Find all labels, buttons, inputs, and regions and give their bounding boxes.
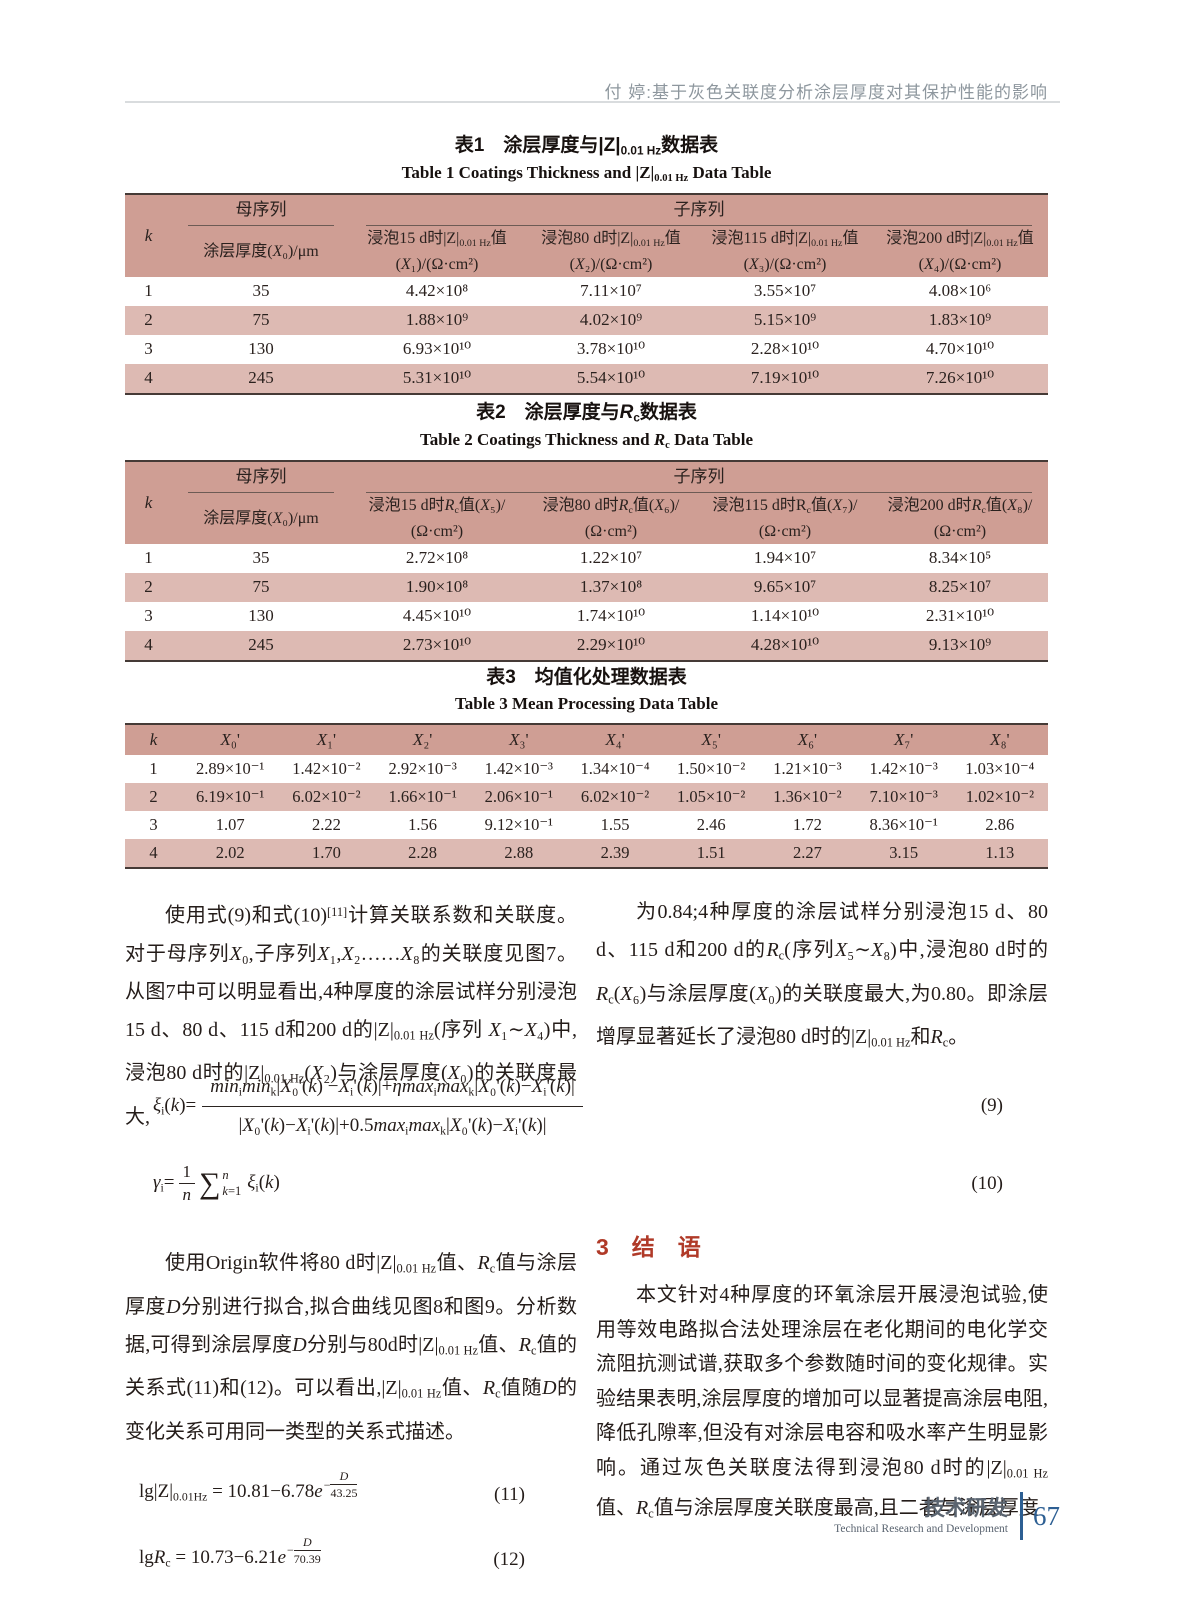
table2-header-row: 涂层厚度(X₀)/μm 浸泡15 d时Rc值(X₅)/(Ω·cm²) 浸泡80 … [125,493,1048,544]
running-header: 付 婷:基于灰色关联度分析涂层厚度对其保护性能的影响 [604,83,1048,102]
table1-mother-col: 涂层厚度(X₀)/μm [172,226,350,277]
table2-group-row: k 母序列 子序列 [125,460,1048,544]
table-row: 2 75 1.88×10⁹ 4.02×10⁹ 5.15×10⁹ 1.83×10⁹ [125,305,1048,335]
eq9-fraction: minimink|X₀'(k) −Xi'(k)|+ηmaximaxk|X₀'(k… [202,1072,583,1141]
text-columns-1: 使用式(9)和式(10)[11]计算关联系数和关联度。对于母序列X₀,子序列X₁… [125,893,1048,1136]
table2-k-header: k [125,460,172,544]
table1-block: 表1 涂层厚度与|Z|0.01 Hz数据表 Table 1 Coatings T… [125,130,1048,395]
left-column-p1: 使用式(9)和式(10)[11]计算关联系数和关联度。对于母序列X₀,子序列X₁… [125,893,577,1136]
footer-divider-bar [1020,1492,1023,1540]
eq9-lhs: ξi(k)= [153,1094,197,1118]
table2: k 母序列 子序列 涂层厚度(X₀)/μm 浸泡15 d时Rc值(X₅)/(Ω·… [125,459,1048,662]
conclusion-paragraph: 本文针对4种厚度的环氧涂层开展浸泡试验,使用等效电路拟合法处理涂层在老化期间的电… [596,1284,1048,1521]
equation-12: lgRc = 10.73−6.21e − D 70.39 (12) [125,1536,577,1583]
table2-mother-spanner: 母序列 [172,460,350,494]
table1-title-en: Table 1 Coatings Thickness and |Z|0.01 H… [401,162,772,184]
equation-area: ξi(k)= minimink|X₀'(k) −Xi'(k)|+ηmaximax… [125,1072,1048,1205]
eq12-exponent: − D 70.39 [287,1534,321,1566]
table2-block: 表2 涂层厚度与Rc数据表 Table 2 Coatings Thickness… [125,397,1048,662]
table2-col3: 浸泡115 d时Rc值(X₇)/(Ω·cm²) [698,493,872,544]
table1-col1: 浸泡15 d时|Z|0.01 Hz值 (X₁)/(Ω·cm²) [350,226,524,277]
text-columns-2: 使用Origin软件将80 d时|Z|0.01 Hz值、Rc值与涂层厚度D分别进… [125,1228,1048,1582]
paragraph: 为0.84;4种厚度的涂层试样分别浸泡15 d、80 d、115 d和200 d… [596,901,1048,1051]
table-row: 2 6.19×10⁻¹ 6.02×10⁻² 1.66×10⁻¹ 2.06×10⁻¹ 6.0… [125,783,1048,811]
eq10-number: (10) [971,1172,1003,1194]
table-row: 3 130 6.93×10¹⁰ 3.78×10¹⁰ 2.28×10¹⁰ 4.70×10¹⁰ [144,339,995,359]
footer-section-label: 技术研发 Technical Research and Development [834,1496,1008,1535]
eq10-rhs: ξi(k) [247,1171,280,1195]
equation-9: ξi(k)= minimink|X₀'(k) −Xi'(k)|+ηmaximax… [125,1072,1048,1141]
table-row: 3 1.07 2.22 1.56 9.12×10⁻¹ 1.55 2.46 1.72 8.36×1… [149,815,1015,834]
table3-title-en: Table 3 Mean Processing Data Table [454,694,719,713]
table-row: 3 130 4.45×10¹⁰ 1.74×10¹⁰ 1.14×10¹⁰ 2.31×10¹⁰ [144,606,995,626]
table1-title-zh: 表1 涂层厚度与|Z|0.01 Hz数据表 [454,135,719,158]
table2-col4: 浸泡200 d时Rc值(X₈)/(Ω·cm²) [872,493,1048,544]
section3-heading: 3 结 语 [596,1234,701,1260]
table1-mother-spanner: 母序列 [172,193,350,227]
table-row: 1 2.89×10⁻¹ 1.42×10⁻² 2.92×10⁻³ 1.42×10⁻³ 1.3… [149,759,1035,778]
table1-col2: 浸泡80 d时|Z|0.01 Hz值 (X₂)/(Ω·cm²) [524,226,698,277]
equation-10: γi= 1 n ∑ n k=1 ξi(k) (10) [125,1162,1048,1205]
header-divider [125,101,1060,103]
table3-title-zh: 表3 均值化处理数据表 [486,667,687,688]
table-row: 4 245 2.73×10¹⁰ 2.29×10¹⁰ 4.28×10¹⁰ 9.13×10⁹ [125,630,1048,661]
eq12-number: (12) [493,1549,525,1571]
table2-child-spanner: 子序列 [350,460,1048,494]
paragraph: 使用式(9)和式(10)[11]计算关联系数和关联度。对于母序列X₀,子序列X₁… [125,904,578,1129]
equation-11: lg|Z|0.01Hz = 10.81−6.78e − D 43.25 (11) [125,1470,577,1517]
table1-k-header: k [125,193,172,277]
table2-title-zh: 表2 涂层厚度与Rc数据表 [476,402,697,425]
table2-col2: 浸泡80 d时Rc值(X₆)/(Ω·cm²) [524,493,698,544]
table1-child-spanner: 子序列 [350,193,1048,227]
table1-col4: 浸泡200 d时|Z|0.01 Hz值 (X₄)/(Ω·cm²) [872,226,1048,277]
table-row: 4 2.02 1.70 2.28 2.88 2.39 1.51 2.27 3.15 1.13 [125,839,1048,868]
table-row: 1 35 2.72×10⁸ 1.22×10⁷ 1.94×10⁷ 8.34×10⁵ [144,548,992,568]
table1-group-row: k 母序列 子序列 [125,193,1048,277]
table-row: 1 35 4.42×10⁸ 7.11×10⁷ 3.55×10⁷ 4.08×10⁶ [144,281,992,301]
eq9-number: (9) [980,1095,1003,1117]
right-column-p1: 为0.84;4种厚度的涂层试样分别浸泡15 d、80 d、115 d和200 d… [596,893,1048,1136]
table3-header-row: k X₀' X₁' X₂' X₃' X₄' X₅' X₆' X₇' X₈' [125,724,1048,755]
eq10-fraction: 1 n [178,1162,195,1205]
table1: k 母序列 子序列 涂层厚度(X₀)/μm 浸泡15 d时|Z|0.01 Hz值… [125,192,1048,395]
table3-block: 表3 均值化处理数据表 Table 3 Mean Processing Data… [125,662,1048,869]
page-footer: 技术研发 Technical Research and Development … [834,1492,1060,1540]
eq10-lhs: γi= [153,1171,175,1195]
eq11-exponent: − D 43.25 [323,1469,358,1501]
paragraph: 使用Origin软件将80 d时|Z|0.01 Hz值、Rc值与涂层厚度D分别进… [125,1252,578,1444]
table1-col3: 浸泡115 d时|Z|0.01 Hz值 (X₃)/(Ω·cm²) [698,226,872,277]
table-row: 4 245 5.31×10¹⁰ 5.54×10¹⁰ 7.19×10¹⁰ 7.26×10¹⁰ [125,363,1048,394]
left-column-p2: 使用Origin软件将80 d时|Z|0.01 Hz值、Rc值与涂层厚度D分别进… [125,1228,577,1582]
table-row: 2 75 1.90×10⁸ 1.37×10⁸ 9.65×10⁷ 8.25×10⁷ [125,572,1048,602]
page-number: 67 [1033,1500,1060,1531]
table1-header-row: 涂层厚度(X₀)/μm 浸泡15 d时|Z|0.01 Hz值 (X₁)/(Ω·cm… [125,226,1048,277]
sigma-limits: n k=1 [222,1168,242,1198]
table2-col1: 浸泡15 d时Rc值(X₅)/(Ω·cm²) [350,493,524,544]
sigma-symbol: ∑ [199,1166,221,1200]
table2-title-en: Table 2 Coatings Thickness and Rc Data T… [419,429,753,451]
right-column-conclusion: 3 结 语 本文针对4种厚度的环氧涂层开展浸泡试验,使用等效电路拟合法处理涂层在… [596,1228,1048,1582]
table2-mother-col: 涂层厚度(X₀)/μm [172,493,350,544]
table3: k X₀' X₁' X₂' X₃' X₄' X₅' X₆' X₇' X₈' 1 2.89×10⁻¹ 1… [125,723,1048,869]
eq11-number: (11) [494,1483,525,1505]
